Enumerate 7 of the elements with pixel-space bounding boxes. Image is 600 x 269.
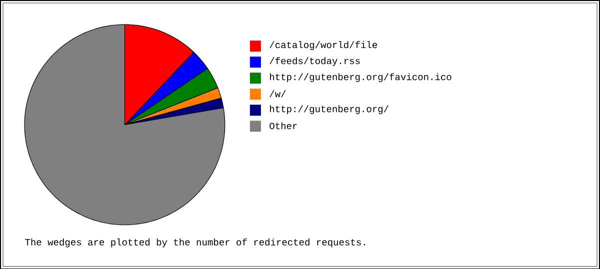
- legend-label: http://gutenberg.org/: [270, 105, 389, 114]
- legend-label: /feeds/today.rss: [270, 56, 360, 66]
- legend-label: /w/: [270, 90, 286, 97]
- legend-label: Other: [270, 122, 297, 129]
- legend-label: /catalog/world/file: [270, 40, 378, 50]
- text: The wedges are plotted by the number of redirected requests.: [25, 238, 365, 248]
- legend-label: http://gutenberg.org/favicon.ico: [270, 72, 452, 82]
